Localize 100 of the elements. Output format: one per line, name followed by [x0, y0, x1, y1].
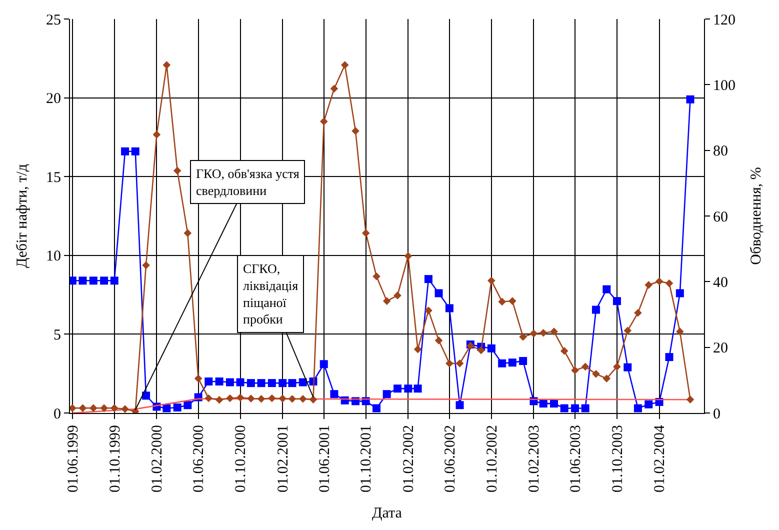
annotation: СГКО, ліквідація піщаної пробки: [243, 261, 298, 327]
point: [372, 272, 380, 280]
point: [100, 276, 108, 285]
point: [382, 297, 391, 305]
point: [602, 374, 611, 382]
point: [309, 396, 318, 404]
point: [602, 285, 611, 294]
point: [152, 130, 161, 138]
point: [173, 403, 182, 412]
point: [330, 390, 338, 398]
point: [247, 394, 255, 402]
point: [592, 370, 600, 378]
point: [268, 394, 276, 402]
point: [184, 229, 192, 237]
x-tick-label: 01.10.2000: [233, 425, 250, 492]
point: [288, 394, 296, 403]
point: [121, 147, 130, 156]
point: [624, 326, 632, 334]
x-tick-label: 01.06.2000: [191, 425, 208, 492]
y-tick-label: 0: [54, 406, 61, 422]
point: [581, 404, 590, 412]
y2-tick-label: 100: [713, 78, 736, 94]
point: [162, 61, 171, 69]
point: [414, 345, 422, 354]
point: [530, 330, 538, 338]
annotation: ГКО, обв'язка устя свердловини: [196, 166, 300, 198]
point: [110, 404, 118, 412]
point: [89, 404, 98, 412]
point: [571, 366, 579, 374]
point: [488, 276, 496, 285]
point: [550, 400, 558, 408]
point: [676, 328, 684, 336]
y2-tick-label: 40: [713, 274, 728, 291]
point: [215, 377, 224, 386]
point: [236, 394, 244, 402]
y-tick-label: 15: [46, 170, 61, 186]
y-axis-title: Дебіт нафти, т/д: [14, 164, 30, 268]
point: [560, 347, 568, 355]
y-tick-label: 5: [54, 327, 61, 344]
point: [445, 304, 454, 312]
point: [644, 400, 653, 408]
point: [498, 298, 506, 306]
point: [498, 359, 506, 368]
point: [257, 394, 266, 403]
point: [394, 292, 402, 300]
point: [665, 353, 674, 362]
point: [519, 332, 527, 341]
point: [268, 379, 276, 388]
point: [288, 379, 296, 388]
point: [184, 401, 192, 410]
point: [330, 84, 338, 93]
point: [362, 229, 370, 237]
point: [393, 384, 402, 393]
y2-tick-label: 80: [713, 144, 728, 160]
x-tick-label: 01.10.2002: [484, 425, 500, 492]
point: [550, 328, 558, 336]
point: [142, 261, 150, 270]
point: [236, 378, 244, 386]
point: [131, 147, 140, 156]
point: [173, 166, 182, 175]
point: [89, 276, 98, 285]
point: [414, 384, 422, 393]
point: [477, 346, 485, 354]
point: [686, 396, 694, 404]
point: [456, 401, 464, 410]
point: [424, 275, 432, 284]
y2-tick-label: 120: [713, 12, 736, 28]
point: [246, 379, 255, 388]
point: [434, 289, 443, 298]
y2-axis-title: Обводнення, %: [748, 167, 764, 265]
point: [539, 328, 548, 337]
point: [686, 95, 694, 104]
point: [142, 392, 150, 400]
point: [456, 360, 464, 368]
y-tick-label: 25: [46, 12, 61, 28]
point: [644, 281, 653, 289]
point: [634, 404, 642, 412]
x-tick-label: 01.06.2003: [568, 425, 584, 492]
point: [110, 276, 118, 285]
point: [215, 396, 224, 404]
x-tick-label: 01.02.2000: [150, 425, 166, 492]
x-tick-label: 01.02.2003: [526, 425, 543, 492]
point: [508, 358, 516, 367]
point: [634, 308, 642, 317]
point: [539, 400, 548, 408]
point: [121, 405, 129, 413]
x-tick-label: 01.06.2001: [316, 425, 333, 492]
point: [613, 362, 621, 371]
point: [560, 404, 568, 412]
x-tick-label: 01.06.1999: [65, 425, 82, 492]
point: [204, 377, 213, 386]
point: [404, 384, 412, 393]
x-tick-label: 01.02.2001: [275, 425, 292, 492]
point: [298, 394, 307, 403]
point: [519, 356, 528, 365]
point: [508, 297, 516, 305]
point: [298, 378, 307, 386]
point: [78, 404, 87, 412]
point: [424, 306, 432, 314]
point: [278, 379, 287, 388]
